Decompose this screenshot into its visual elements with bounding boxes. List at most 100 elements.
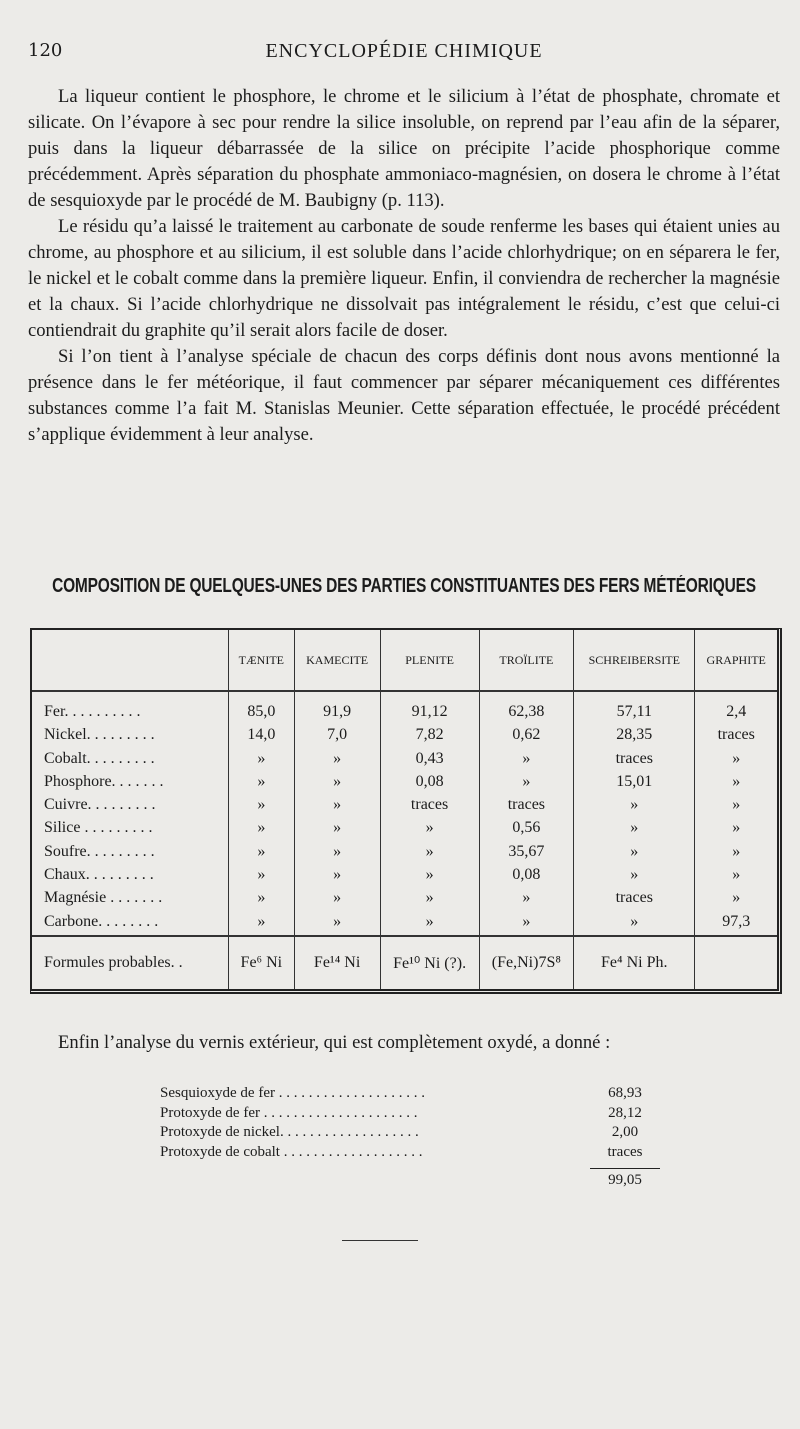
table-cell: 7,0 <box>293 725 381 749</box>
table-cell: » <box>478 748 574 772</box>
table-cell: » <box>228 911 295 935</box>
table-cell: » <box>293 748 381 772</box>
table-cell: » <box>293 911 381 935</box>
table-cell: » <box>573 864 695 889</box>
table-row: Chaux. . . . . . . . .»»» 0,08»» <box>32 864 777 889</box>
table-cell: » <box>573 841 695 865</box>
table-row: Cobalt. . . . . . . . .»» 0,43» traces» <box>32 748 777 772</box>
table-cell: 0,56 <box>478 818 574 842</box>
row-label: Carbone. . . . . . . . <box>44 912 159 930</box>
analysis-total: 99,05 <box>590 1168 660 1191</box>
table-cell: traces <box>573 888 695 912</box>
table-cell: traces <box>694 725 777 749</box>
column-header: PLENITE <box>379 630 480 692</box>
item-label: Protoxyde de nickel. . . . . . . . . . .… <box>160 1124 419 1140</box>
formula-cell <box>694 935 777 989</box>
formula-cell: Fe⁶ Ni <box>228 935 295 989</box>
table-cell: 91,9 <box>293 702 381 726</box>
table-row: Phosphore. . . . . . .»» 0,08» 15,01» <box>32 771 777 796</box>
table-cell: 35,67 <box>478 841 574 865</box>
table-cell: » <box>228 771 295 796</box>
table-cell: 2,4 <box>694 702 777 726</box>
row-label: Silice . . . . . . . . . <box>44 819 153 837</box>
table-cell: » <box>694 864 777 889</box>
table-cell: » <box>293 864 381 889</box>
formula-cell: Fe¹⁰ Ni (?). <box>379 935 480 989</box>
table-title: COMPOSITION DE QUELQUES-UNES DES PARTIES… <box>52 575 756 598</box>
table-cell: » <box>228 818 295 842</box>
table-cell: » <box>293 818 381 842</box>
table-cell: 62,38 <box>478 702 574 726</box>
running-title: ENCYCLOPÉDIE CHIMIQUE <box>265 40 543 62</box>
body-text: La liqueur contient le phosphore, le chr… <box>28 84 780 448</box>
table-cell: » <box>293 841 381 865</box>
table-row: Carbone. . . . . . . .»»»»» 97,3 <box>32 911 777 935</box>
item-label: Protoxyde de fer . . . . . . . . . . . .… <box>160 1104 418 1121</box>
page-number: 120 <box>28 40 63 61</box>
table-cell: 0,43 <box>379 748 480 772</box>
paragraph: Si l’on tient à l’analyse spéciale de ch… <box>28 346 780 445</box>
table-cell: 0,08 <box>379 771 480 796</box>
table-cell: » <box>228 748 295 772</box>
analysis-item: Protoxyde de nickel. . . . . . . . . . .… <box>160 1123 660 1143</box>
end-rule <box>342 1240 418 1241</box>
table-cell: » <box>573 818 695 842</box>
table-cell: » <box>478 911 574 935</box>
table-cell: 14,0 <box>228 725 295 749</box>
composition-table: TÆNITE KAMECITE PLENITE TROÏLITE SCHREIBERSI… <box>30 628 782 994</box>
formula-cell: Fe⁴ Ni Ph. <box>573 935 695 989</box>
analysis-list: Sesquioxyde de fer . . . . . . . . . . .… <box>160 1084 660 1191</box>
paragraph: La liqueur contient le phosphore, le chr… <box>28 86 780 211</box>
table-cell: » <box>694 841 777 865</box>
table-cell: » <box>379 818 480 842</box>
analysis-item: Sesquioxyde de fer . . . . . . . . . . .… <box>160 1084 660 1104</box>
row-label: Fer. . . . . . . . . . <box>44 703 141 720</box>
column-header: KAMECITE <box>293 630 381 692</box>
table-cell: 85,0 <box>228 702 295 726</box>
row-label: Nickel. . . . . . . . . <box>44 726 155 744</box>
row-label: Chaux. . . . . . . . . <box>44 865 154 883</box>
table-cell: 57,11 <box>573 702 695 726</box>
table-cell: » <box>694 795 777 819</box>
column-header: GRAPHITE <box>694 630 777 692</box>
analysis-lead: Enfin l’analyse du vernis extérieur, qui… <box>58 1032 611 1053</box>
table-cell: » <box>293 795 381 819</box>
table-row: Magnésie . . . . . . .»»»» traces» <box>32 888 777 912</box>
table-cell: » <box>573 911 695 935</box>
analysis-item: Protoxyde de cobalt . . . . . . . . . . … <box>160 1143 660 1163</box>
table-cell: 0,08 <box>478 864 574 889</box>
table-cell: » <box>379 841 480 865</box>
column-header: TROÏLITE <box>478 630 574 692</box>
table-cell: » <box>228 888 295 912</box>
table-row: Nickel. . . . . . . . . 14,0 7,0 7,82 0,62 28… <box>32 725 777 749</box>
table-cell: » <box>293 771 381 796</box>
formula-cell: Fe¹⁴ Ni <box>293 935 381 989</box>
column-header <box>32 630 229 692</box>
item-value: 68,93 <box>608 1085 642 1101</box>
row-label: Formules probables. . <box>32 935 229 989</box>
table-cell: » <box>379 888 480 912</box>
table-cell: » <box>228 795 295 819</box>
paragraph: Le résidu qu’a laissé le traitement au c… <box>28 216 780 341</box>
table-cell: 7,82 <box>379 725 480 749</box>
table-cell: traces <box>379 795 480 819</box>
table-row: Soufre. . . . . . . . .»»» 35,67»» <box>32 841 777 865</box>
table-cell: » <box>694 748 777 772</box>
table-cell: » <box>478 888 574 912</box>
item-label: Protoxyde de cobalt . . . . . . . . . . … <box>160 1143 423 1160</box>
formula-cell: (Fe,Ni)7S⁸ <box>478 935 574 989</box>
table-cell: 28,35 <box>573 725 695 749</box>
row-label: Magnésie . . . . . . . <box>44 889 163 907</box>
table-cell: 15,01 <box>573 771 695 796</box>
item-value: traces <box>607 1143 643 1160</box>
table-cell: » <box>379 911 480 935</box>
table-cell: » <box>228 864 295 889</box>
table-cell: » <box>293 888 381 912</box>
table-cell: 91,12 <box>379 702 480 726</box>
item-value: 28,12 <box>608 1104 642 1121</box>
running-header: 120 ENCYCLOPÉDIE CHIMIQUE <box>28 40 780 66</box>
table-cell: 0,62 <box>478 725 574 749</box>
table-cell: 97,3 <box>694 911 777 935</box>
table-cell: » <box>694 888 777 912</box>
